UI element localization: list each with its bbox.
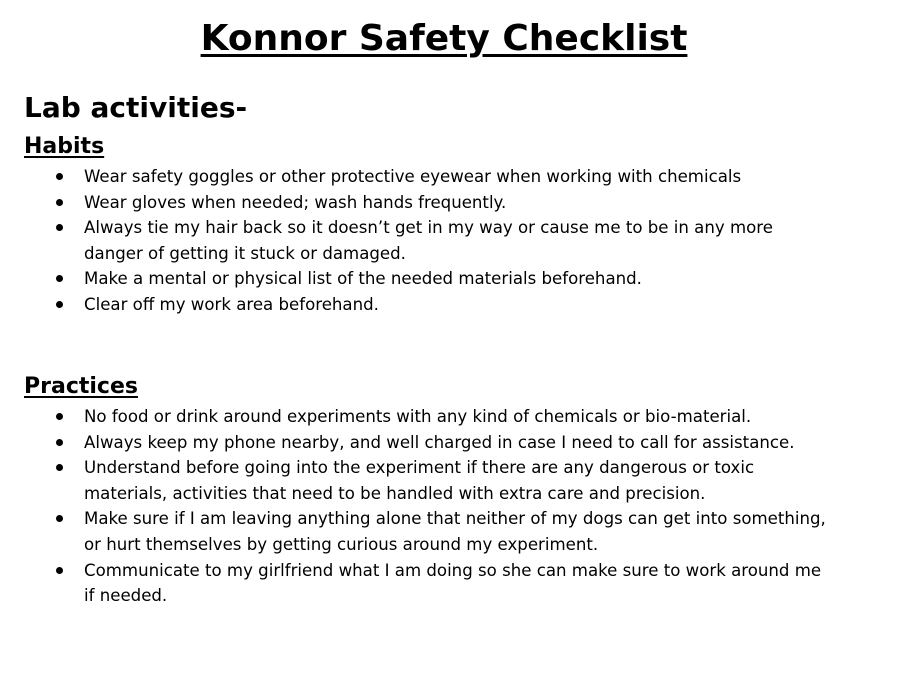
bullet-icon [56, 566, 63, 574]
habits-heading: Habits [24, 134, 105, 159]
list-item-text: Make sure if I am leaving anything alone… [84, 509, 826, 554]
list-item: Always tie my hair back so it doesn’t ge… [52, 215, 832, 266]
bullet-icon [56, 300, 63, 308]
lab-activities-heading: Lab activities- [24, 91, 248, 124]
bullet-icon [56, 173, 63, 180]
list-item-text: Understand before going into the experim… [84, 458, 755, 503]
list-item: Wear gloves when needed; wash hands freq… [52, 190, 832, 216]
list-item: Make a mental or physical list of the ne… [52, 266, 832, 292]
habits-list: Wear safety goggles or other protective … [52, 164, 832, 318]
bullet-icon [56, 464, 63, 472]
bullet-icon [56, 275, 63, 283]
list-item-text: Always tie my hair back so it doesn’t ge… [84, 218, 773, 263]
list-item-text: Communicate to my girlfriend what I am d… [84, 560, 822, 606]
practices-heading: Practices [24, 374, 138, 399]
list-item-text: Always keep my phone nearby, and well ch… [84, 432, 795, 452]
list-item-text: Clear off my work area beforehand. [84, 294, 379, 314]
bullet-icon [56, 438, 63, 446]
list-item-text: No food or drink around experiments with… [84, 407, 752, 426]
list-item-text: Wear gloves when needed; wash hands freq… [84, 192, 507, 212]
bullet-icon [56, 413, 63, 420]
list-item: Make sure if I am leaving anything alone… [52, 506, 832, 557]
list-item: Understand before going into the experim… [52, 455, 832, 506]
list-item: Communicate to my girlfriend what I am d… [52, 558, 832, 609]
list-item-text: Wear safety goggles or other protective … [84, 167, 742, 186]
list-item: Always keep my phone nearby, and well ch… [52, 430, 832, 456]
bullet-icon [56, 224, 63, 232]
document-title: Konnor Safety Checklist [200, 18, 688, 59]
list-item: Wear safety goggles or other protective … [52, 164, 832, 190]
practices-list: No food or drink around experiments with… [52, 404, 832, 609]
bullet-icon [56, 198, 63, 206]
list-item: Clear off my work area beforehand. [52, 292, 832, 318]
list-item: No food or drink around experiments with… [52, 404, 832, 430]
list-item-text: Make a mental or physical list of the ne… [84, 269, 642, 289]
bullet-icon [56, 515, 63, 523]
